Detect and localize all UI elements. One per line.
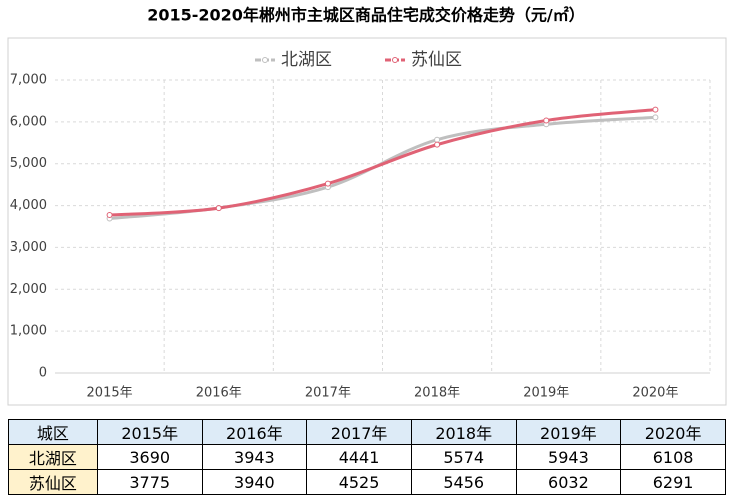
table-cell: 6291 [620, 469, 726, 495]
table-cell: 4525 [306, 469, 412, 495]
point-marker [434, 136, 441, 143]
series-line [109, 108, 656, 217]
legend-label: 北湖区 [281, 50, 332, 70]
legend-marker [262, 57, 268, 63]
table-row: 北湖区 3690 3943 4441 5574 5943 6108 [8, 444, 726, 470]
x-tick-label: 2016年 [196, 386, 242, 401]
table-cell: 2017年 [306, 419, 412, 445]
y-tick-label: 5,000 [10, 156, 47, 171]
legend-marker [392, 57, 398, 63]
table-cell: 6108 [620, 444, 726, 470]
table-cell: 5574 [410, 444, 517, 470]
table-cell: 3940 [201, 469, 308, 495]
table-cell: 2020年 [620, 419, 726, 445]
table-cell: 3690 [96, 444, 203, 470]
y-tick-label: 1,000 [10, 324, 47, 339]
table-row: 城区 2015年 2016年 2017年 2018年 2019年 2020年 [8, 419, 726, 445]
x-tick-label: 2015年 [87, 386, 133, 401]
point-marker [652, 114, 659, 121]
table-cell: 2016年 [201, 419, 308, 445]
point-marker [106, 211, 113, 218]
y-tick-label: 4,000 [10, 198, 47, 213]
table-cell: 2015年 [96, 419, 203, 445]
point-marker [434, 141, 441, 148]
table-body: 城区 2015年 2016年 2017年 2018年 2019年 2020年 北湖区 3690 3… [8, 419, 726, 495]
point-marker [652, 106, 659, 113]
x-tick-label: 2018年 [414, 386, 460, 401]
x-tick-label: 2020年 [632, 386, 678, 401]
table-cell: 5456 [410, 469, 517, 495]
table-cell: 6032 [515, 469, 622, 495]
point-marker [324, 180, 331, 187]
y-tick-label: 0 [39, 366, 47, 381]
table-row: 苏仙区 3775 3940 4525 5456 6032 6291 [8, 469, 726, 495]
table-cell: 北湖区 [8, 444, 98, 470]
chart-title: 2015-2020年郴州市主城区商品住宅成交价格走势（元/㎡） [147, 6, 585, 25]
point-marker [215, 205, 222, 212]
point-marker [543, 117, 550, 124]
table-cell: 苏仙区 [8, 469, 98, 495]
chart-frame [7, 37, 727, 406]
table-cell: 2018年 [410, 419, 517, 445]
table-cell: 城区 [8, 419, 98, 445]
table-cell: 2019年 [515, 419, 622, 445]
table-cell: 4441 [306, 444, 412, 470]
table-cell: 3943 [201, 444, 308, 470]
table-cell: 3775 [96, 469, 203, 495]
x-tick-label: 2017年 [305, 386, 351, 401]
table-cell: 5943 [515, 444, 622, 470]
y-tick-label: 3,000 [10, 240, 47, 255]
y-tick-label: 6,000 [10, 114, 47, 129]
data-table: 城区 2015年 2016年 2017年 2018年 2019年 2020年 北湖区 3690 3… [8, 419, 726, 495]
y-tick-label: 7,000 [10, 73, 47, 88]
chart: 2015-2020年郴州市主城区商品住宅成交价格走势（元/㎡） 0 1,000 2,… [7, 6, 727, 406]
series-line [109, 115, 656, 221]
y-tick-label: 2,000 [10, 282, 47, 297]
x-tick-label: 2019年 [523, 386, 569, 401]
legend-label: 苏仙区 [411, 50, 462, 70]
